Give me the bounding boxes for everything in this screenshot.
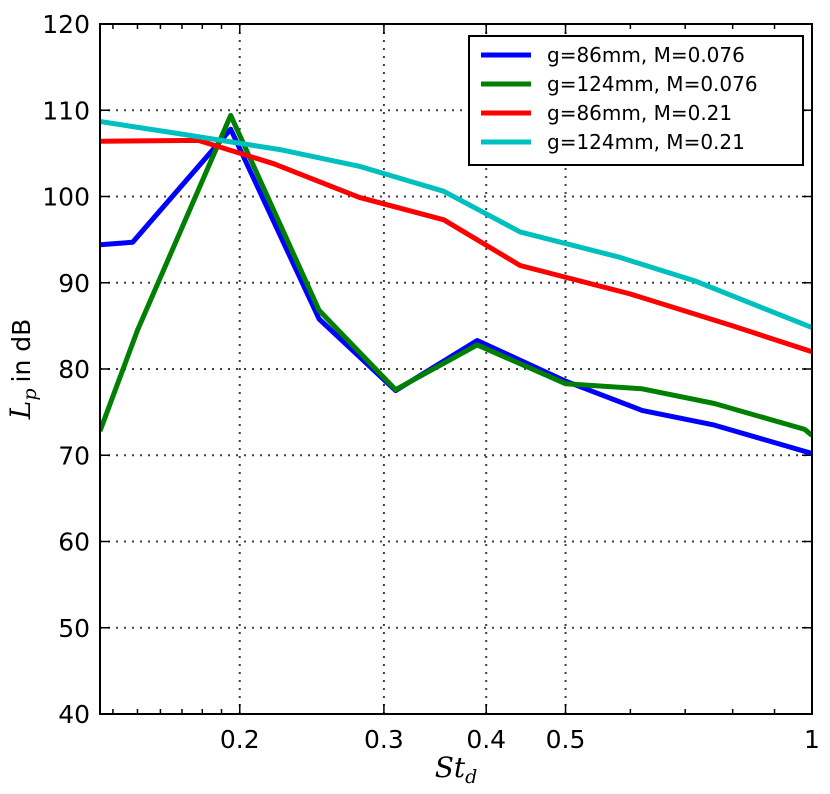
data-series [100,112,812,456]
plot-frame [99,23,813,715]
x-axis-label-subscript: d [465,766,477,788]
x-tick-label-0-5: 0.5 [546,725,586,754]
x-axis-label-main: St [435,751,466,784]
y-axis-label: Lp in dB [4,319,41,421]
x-tick-labels: 0.2 0.3 0.4 0.5 1 [220,725,820,754]
series-line-4 [100,119,812,330]
y-tick-label-60: 60 [58,528,90,557]
y-tick-label-120: 120 [42,10,90,39]
legend-label-2: g=124mm, M=0.076 [547,72,758,96]
x-tick-label-0-3: 0.3 [364,725,404,754]
y-tick-labels: 40 50 60 70 80 90 100 110 120 [42,10,90,729]
y-tick-label-80: 80 [58,355,90,384]
y-tick-label-70: 70 [58,441,90,470]
x-axis-label: Std [435,751,478,788]
series-line-2 [100,112,812,438]
y-tick-label-100: 100 [42,183,90,212]
y-axis-label-var: L [4,401,37,421]
y-axis-label-suffix: in dB [7,319,36,383]
legend-label-4: g=124mm, M=0.21 [547,130,745,154]
y-tick-label-50: 50 [58,614,90,643]
x-tick-label-1: 1 [804,725,820,754]
series-line-3 [100,137,812,355]
y-tick-label-90: 90 [58,269,90,298]
series-line-1 [100,126,812,456]
y-tick-label-40: 40 [58,700,90,729]
y-tick-label-110: 110 [42,96,90,125]
y-axis-label-subscript: p [19,389,41,401]
legend-entries: g=86mm, M=0.076 g=124mm, M=0.076 g=86mm, M… [481,43,758,154]
x-tick-label-0-2: 0.2 [220,725,260,754]
legend: g=86mm, M=0.076 g=124mm, M=0.076 g=86mm, M… [468,35,804,166]
legend-label-1: g=86mm, M=0.076 [547,43,745,67]
legend-label-3: g=86mm, M=0.21 [547,101,732,125]
x-tick-label-0-4: 0.4 [466,725,506,754]
